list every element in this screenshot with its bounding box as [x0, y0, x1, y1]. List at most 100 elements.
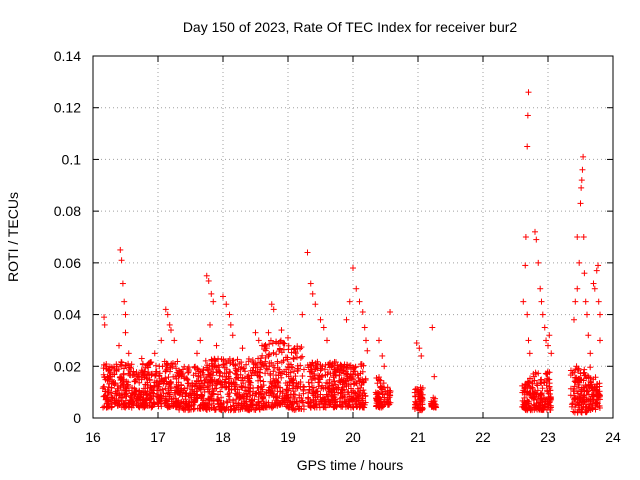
- data-point: [246, 377, 253, 384]
- data-point: [234, 392, 241, 399]
- data-point: [324, 337, 330, 344]
- data-point: [576, 259, 583, 266]
- data-point: [247, 391, 254, 398]
- data-point: [298, 344, 305, 351]
- data-point: [208, 356, 215, 363]
- data-point: [412, 393, 419, 400]
- data-point: [313, 388, 320, 395]
- data-point: [592, 403, 599, 410]
- data-point: [182, 396, 189, 403]
- data-point: [377, 377, 384, 384]
- data-point: [594, 393, 601, 400]
- data-point: [245, 384, 252, 391]
- data-point: [294, 354, 301, 361]
- data-point: [183, 375, 190, 382]
- data-point: [262, 370, 269, 377]
- data-point: [128, 361, 135, 368]
- data-point: [277, 384, 284, 391]
- data-point: [130, 368, 137, 375]
- data-point: [327, 370, 334, 377]
- data-point: [297, 379, 304, 386]
- data-point: [165, 387, 172, 394]
- data-point: [306, 386, 313, 393]
- data-point: [220, 361, 227, 368]
- data-point: [533, 380, 540, 387]
- data-point: [309, 359, 316, 366]
- data-point: [344, 361, 351, 368]
- data-point: [200, 395, 207, 402]
- data-point: [175, 397, 182, 404]
- data-point: [359, 368, 366, 375]
- data-point: [191, 388, 198, 395]
- data-point: [342, 380, 349, 387]
- data-point: [571, 369, 578, 376]
- data-point: [585, 332, 592, 339]
- data-point: [569, 400, 576, 407]
- data-point: [294, 403, 301, 410]
- data-point: [315, 376, 322, 383]
- data-point: [144, 385, 151, 392]
- data-point: [205, 277, 212, 284]
- x-tick-labels: 16 17 18 19 20 21 22 23 24: [85, 429, 621, 445]
- data-point: [417, 384, 424, 391]
- data-point: [315, 379, 322, 386]
- data-point: [589, 402, 596, 409]
- data-point: [260, 395, 267, 402]
- data-point: [220, 293, 226, 300]
- data-point: [418, 391, 425, 398]
- data-point: [344, 388, 351, 395]
- data-point: [164, 404, 171, 411]
- data-point: [230, 379, 237, 386]
- data-point: [120, 382, 127, 389]
- data-point: [374, 380, 381, 387]
- data-point: [252, 329, 259, 336]
- data-point: [350, 265, 356, 272]
- data-point: [540, 379, 547, 386]
- data-point: [235, 374, 242, 381]
- data-point: [118, 358, 125, 365]
- data-point: [354, 372, 361, 379]
- data-point: [307, 280, 314, 287]
- data-point: [179, 393, 186, 400]
- data-point: [226, 396, 233, 403]
- data-point: [527, 406, 534, 413]
- data-point: [116, 391, 123, 398]
- data-point: [361, 324, 368, 331]
- data-point: [529, 407, 536, 414]
- data-point: [541, 404, 548, 411]
- data-point: [159, 363, 166, 370]
- data-point: [268, 359, 275, 366]
- data-point: [381, 363, 388, 370]
- data-point: [151, 383, 158, 390]
- data-point: [375, 394, 382, 401]
- data-point: [346, 298, 353, 305]
- data-point: [574, 390, 581, 397]
- data-point: [525, 379, 532, 386]
- data-point: [139, 360, 146, 367]
- data-point: [350, 404, 357, 411]
- data-point: [350, 371, 357, 378]
- data-point: [546, 380, 553, 387]
- data-point: [571, 316, 577, 323]
- data-point: [357, 361, 364, 368]
- data-point: [182, 391, 189, 398]
- data-point: [105, 384, 112, 391]
- data-point: [545, 376, 552, 383]
- data-point: [590, 397, 597, 404]
- data-point: [532, 369, 539, 376]
- data-point: [343, 316, 350, 323]
- data-point: [362, 393, 369, 400]
- data-point: [120, 365, 127, 372]
- data-point: [270, 382, 277, 389]
- data-point: [101, 314, 108, 321]
- data-point: [143, 375, 150, 382]
- data-point: [102, 388, 109, 395]
- x-tick-label: 16: [85, 429, 101, 445]
- data-point: [197, 386, 204, 393]
- data-point: [587, 398, 594, 405]
- data-point: [170, 402, 177, 409]
- data-point: [279, 388, 286, 395]
- data-point: [547, 402, 554, 409]
- data-point: [227, 321, 234, 328]
- data-point: [319, 372, 326, 379]
